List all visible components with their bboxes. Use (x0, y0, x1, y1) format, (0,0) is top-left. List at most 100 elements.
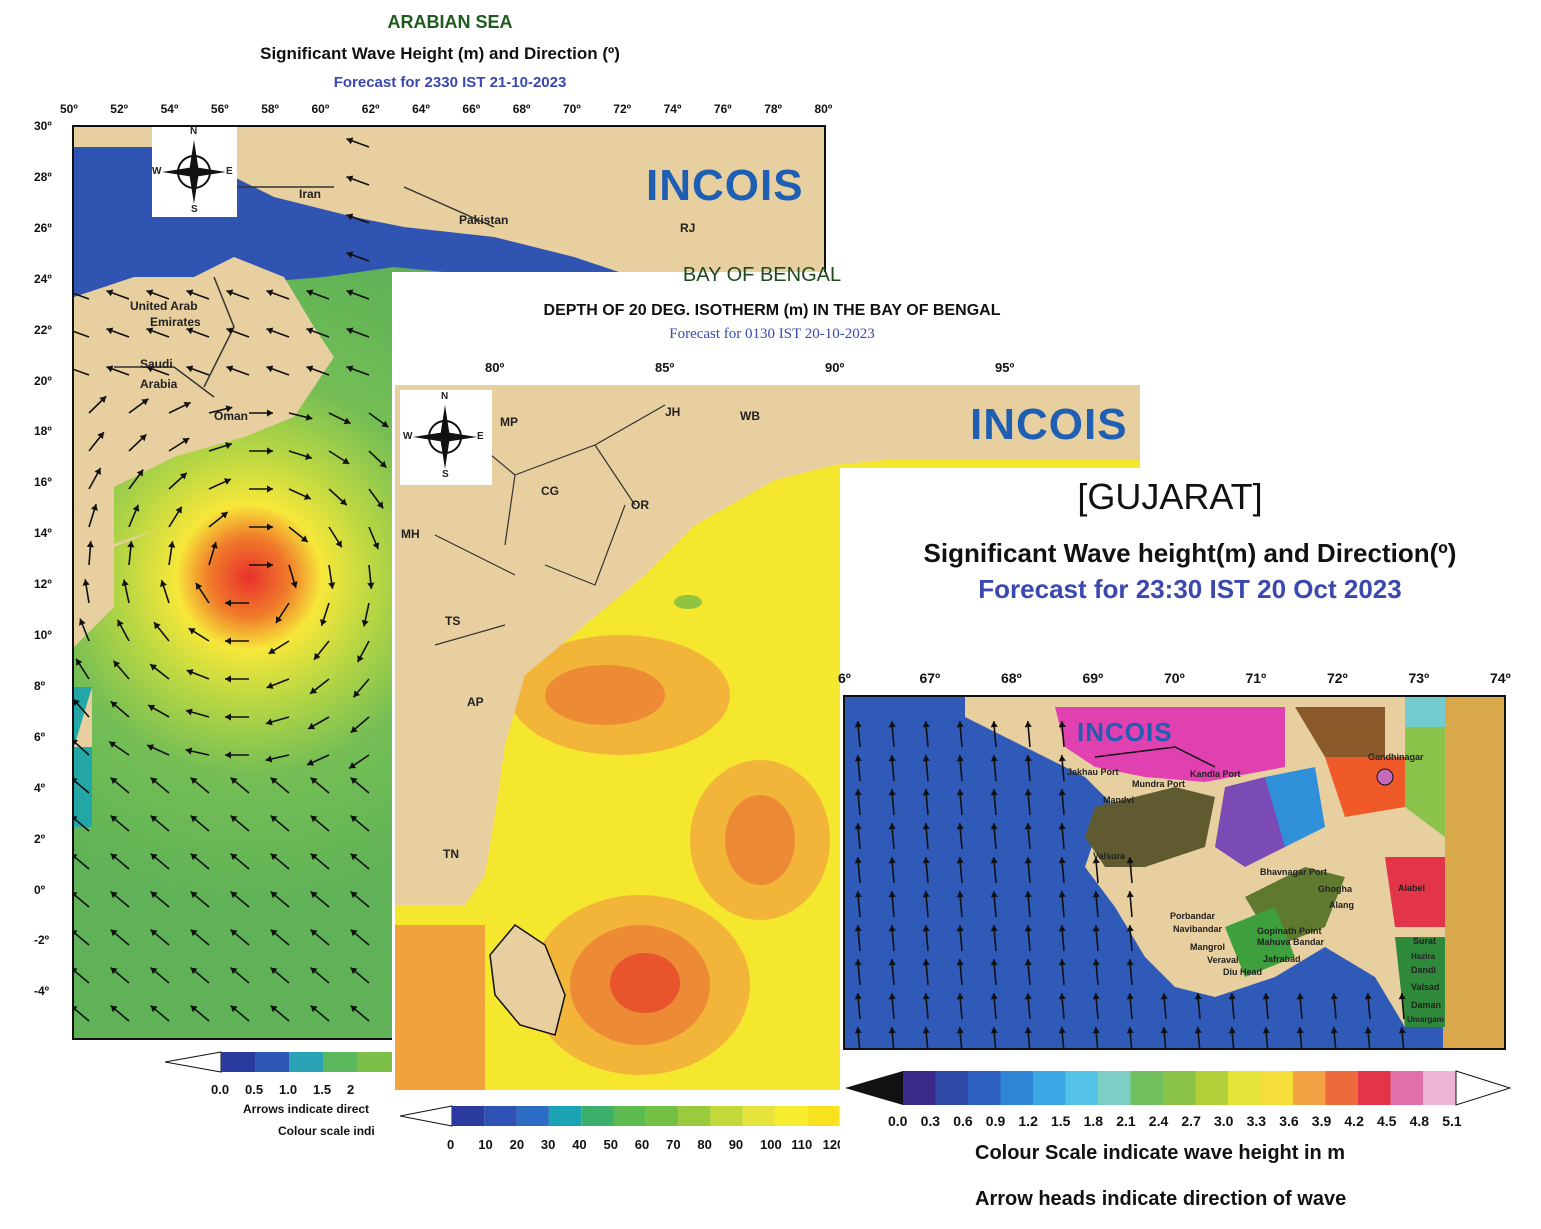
port-surat: Surat (1413, 936, 1437, 946)
wave-arrow-head (74, 816, 78, 821)
wave-arrow-head (230, 777, 238, 785)
wave-arrow-head (1398, 1027, 1406, 1034)
wave-arrow-head (190, 891, 198, 899)
wave-arrow-head (357, 655, 364, 663)
wave-arrow-head (346, 251, 354, 259)
place-rj: RJ (680, 221, 696, 235)
wave-arrow-head (956, 789, 964, 796)
wave-arrow-head (1024, 993, 1032, 1000)
wave-arrow-head (1126, 993, 1134, 1000)
port-hazira: Hazira (1411, 952, 1436, 961)
wave-arrow-head (307, 759, 315, 766)
wave-arrow-head (922, 925, 930, 932)
wave-arrow-head (310, 815, 318, 823)
port-mundra: Mundra Port (1132, 779, 1185, 789)
wave-arrow-head (270, 777, 278, 785)
wave-arrow-head (888, 925, 896, 932)
gujarat-colour-scale (845, 1070, 1512, 1106)
scale-swatch (742, 1106, 775, 1126)
scale-tick-label: 2.1 (1116, 1113, 1136, 1129)
lon-tick-label: 68º (1001, 670, 1022, 686)
wave-arrow (74, 817, 90, 832)
wave-arrow-head (367, 582, 375, 589)
arabian-colour-scale (165, 1051, 405, 1073)
scale-tick-label: 40 (572, 1137, 587, 1152)
lon-tick-label: 80º (485, 360, 505, 375)
lat-tick-label: 2º (34, 831, 46, 846)
wave-arrow-head (230, 815, 238, 823)
wave-arrow-head (1092, 857, 1100, 864)
wave-arrow-head (1092, 959, 1100, 966)
wave-arrow-head (1330, 993, 1338, 1000)
scale-swatch (1260, 1071, 1293, 1105)
wave-arrow-head (346, 365, 354, 373)
wave-arrow-head (225, 599, 231, 607)
wave-arrow-head (956, 1027, 964, 1034)
wave-arrow-head (310, 891, 318, 899)
wave-arrow-head (990, 959, 998, 966)
wave-arrow-head (1024, 721, 1032, 728)
scale-swatch (484, 1106, 517, 1126)
wave-arrow-head (150, 891, 158, 899)
wave-arrow (74, 893, 90, 908)
wave-arrow-head (956, 857, 964, 864)
wave-arrow-head (346, 327, 354, 335)
lat-tick-label: 6º (34, 729, 46, 744)
wave-arrow-head (346, 137, 354, 145)
wave-arrow-head (76, 658, 83, 666)
wave-arrow-head (990, 755, 998, 762)
scale-tick-label: 1.5 (1051, 1113, 1071, 1129)
wave-arrow-head (361, 619, 369, 627)
bengal-colour-scale (400, 1105, 840, 1127)
wave-arrow-head (1058, 1027, 1066, 1034)
wave-arrow-head (223, 478, 231, 485)
wave-arrow-head (82, 579, 90, 586)
wave-arrow-head (110, 891, 118, 899)
scale-swatch (1033, 1071, 1066, 1105)
wave-arrow-head (265, 718, 273, 726)
lon-tick-label: 72º (613, 102, 632, 116)
wave-arrow-head (74, 854, 78, 859)
lon-tick-label: 70º (563, 102, 581, 116)
scale-swatch (1423, 1071, 1456, 1105)
lon-tick-label: 95º (995, 360, 1015, 375)
wave-arrow-head (854, 1027, 862, 1034)
scale-tick-label: 3.6 (1279, 1113, 1299, 1129)
lon-tick-label: 80º (814, 102, 833, 116)
wave-arrow-head (922, 959, 930, 966)
wave-arrow-head (113, 660, 121, 668)
gujarat-forecast: Forecast for 23:30 IST 20 Oct 2023 (978, 574, 1402, 604)
lat-tick-label: 18º (34, 424, 52, 439)
wave-arrow-head (290, 581, 298, 588)
lat-tick-label: 14º (34, 526, 52, 541)
wave-arrow-head (346, 213, 354, 221)
wave-arrow-head (150, 967, 158, 975)
gujarat-chart-title: Significant Wave height(m) and Direction… (923, 538, 1457, 568)
bengal-region-title: BAY OF BENGAL (682, 264, 842, 286)
scale-tick-label: 1.2 (1018, 1113, 1038, 1129)
wave-arrow (74, 330, 90, 338)
wave-arrow-head (190, 929, 198, 937)
wave-arrow-head (328, 582, 336, 589)
scale-tick-label: 2.7 (1181, 1113, 1201, 1129)
lon-tick-label: 60º (311, 102, 330, 116)
wave-arrow (74, 855, 90, 870)
wave-arrow-head (230, 967, 238, 975)
wave-arrow-head (990, 789, 998, 796)
wave-arrow (74, 1007, 90, 1022)
wave-arrow-head (185, 747, 193, 755)
lon-tick-label: 58º (261, 102, 279, 116)
port-veraval: Veraval (1207, 955, 1239, 965)
wave-arrow-head (1228, 993, 1236, 1000)
lon-tick-label: 74º (663, 102, 682, 116)
lat-tick-label: 10º (34, 628, 52, 642)
wave-arrow-head (154, 622, 161, 630)
scale-swatch (613, 1106, 646, 1126)
lon-tick-label: 56º (210, 102, 229, 116)
wave-arrow-head (183, 401, 191, 409)
port-gopinath: Gopinath Point (1257, 926, 1322, 936)
port-jafrabad: Jafrabad (1263, 954, 1301, 964)
wave-arrow-head (226, 365, 234, 373)
gujarat-incois-logo: INCOIS (1077, 717, 1173, 747)
wave-arrow-head (1160, 1027, 1168, 1034)
